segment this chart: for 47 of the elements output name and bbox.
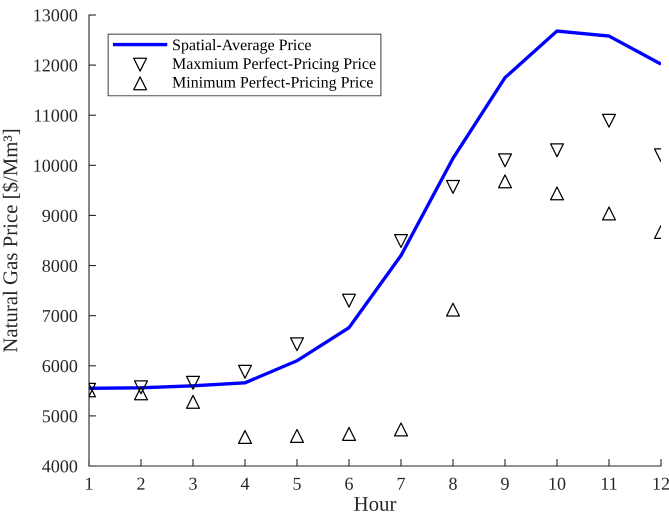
point — [498, 153, 512, 168]
x-tick-label: 11 — [602, 478, 617, 490]
point — [290, 428, 304, 443]
x-tick-label: 10 — [550, 478, 566, 490]
point — [238, 364, 252, 379]
x-tick-label: 3 — [189, 478, 197, 490]
legend-label: Spatial-Average Price — [173, 39, 311, 54]
point — [134, 386, 148, 400]
point — [550, 186, 564, 200]
y-tick-label: 10000 — [34, 160, 78, 172]
point — [498, 174, 512, 188]
y-tick-label: 4000 — [42, 460, 78, 472]
point — [186, 376, 200, 390]
point — [446, 302, 460, 317]
x-axis-title: Hour — [354, 497, 396, 511]
x-tick-label: 2 — [137, 478, 145, 490]
x-tick-label: 5 — [294, 478, 301, 490]
x-tick-label: 1 — [86, 478, 92, 490]
legend-label: Maxmium Perfect-Pricing Price — [172, 58, 376, 72]
x-tick-label: 6 — [345, 478, 353, 490]
point — [550, 143, 564, 158]
point — [238, 430, 252, 444]
y-tick-label: 8000 — [42, 260, 78, 272]
legend-label: Minimum Perfect-Pricing Price — [172, 76, 373, 91]
point — [602, 114, 616, 128]
y-tick-label: 12000 — [34, 59, 78, 72]
y-tick-label: 6000 — [42, 360, 78, 372]
point — [446, 180, 460, 194]
x-tick-label: 7 — [398, 478, 405, 490]
y-tick-label: 7000 — [42, 310, 78, 322]
point — [342, 294, 356, 308]
point — [134, 380, 148, 394]
point — [602, 206, 616, 220]
x-tick-label: 12 — [654, 478, 669, 490]
point — [394, 234, 408, 248]
x-tick-label: 4 — [240, 478, 250, 490]
y-tick-label: 13000 — [34, 9, 78, 22]
y-axis-title: Natural Gas Price [$/Mm³] — [2, 130, 20, 352]
point — [186, 394, 200, 409]
point — [394, 422, 408, 436]
y-tick-label: 11000 — [35, 109, 78, 122]
point — [290, 337, 304, 352]
y-tick-label: 5000 — [42, 410, 78, 422]
x-tick-label: 8 — [449, 478, 457, 490]
y-tick-label: 9000 — [42, 210, 78, 222]
point — [342, 426, 356, 441]
x-tick-label: 9 — [501, 478, 509, 490]
